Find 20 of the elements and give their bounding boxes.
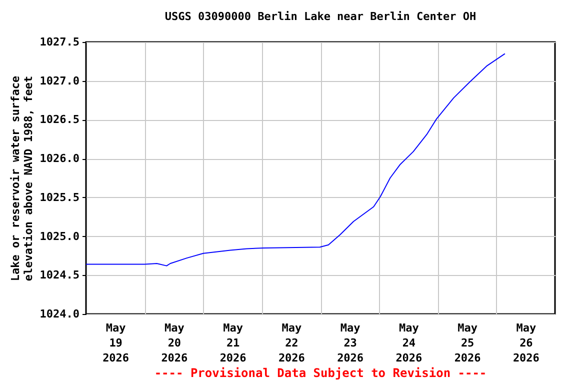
y-tick-label: 1024.0 — [40, 308, 80, 320]
y-tick-label: 1027.0 — [40, 74, 80, 88]
chart-title: USGS 03090000 Berlin Lake near Berlin Center OH — [164, 10, 476, 23]
x-tick-label: May 25 2026 — [454, 322, 482, 364]
y-axis-title: Lake or reservoir water surface elevation above NAVD 1988, feet — [8, 75, 35, 282]
y-tick-label: 1025.5 — [40, 190, 80, 204]
x-tick-label: May 23 2026 — [337, 322, 364, 364]
x-tick-label: May 19 2026 — [102, 322, 130, 364]
y-tick-label: 1025.0 — [40, 230, 80, 243]
x-tick-label: May 22 2026 — [278, 322, 306, 364]
x-tick-label: May 20 2026 — [161, 322, 188, 364]
x-tick-label: May 21 2026 — [220, 322, 247, 364]
y-tick-label: 1026.0 — [40, 152, 80, 166]
x-tick-label: May 24 2026 — [396, 322, 423, 364]
text: ---- Provisional Data Subject to Revision ---- — [153, 366, 488, 380]
y-tick-label: 1027.5 — [40, 36, 80, 48]
y-tick-label: 1026.5 — [40, 113, 80, 126]
y-tick-label: 1024.5 — [40, 268, 80, 282]
line-series — [86, 53, 506, 266]
x-tick-label: May 26 2026 — [512, 322, 540, 364]
